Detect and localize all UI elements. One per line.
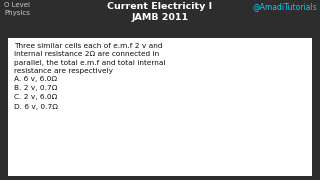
Text: D. 6 v, 0.7Ω: D. 6 v, 0.7Ω	[14, 104, 58, 110]
Text: @AmadiTutorials: @AmadiTutorials	[252, 2, 317, 11]
Text: B. 2 v, 0.7Ω: B. 2 v, 0.7Ω	[14, 85, 57, 91]
Text: Current Electricity I: Current Electricity I	[108, 2, 212, 11]
Text: C. 2 v, 6.0Ω: C. 2 v, 6.0Ω	[14, 94, 57, 100]
FancyBboxPatch shape	[8, 38, 312, 176]
Text: Three similar cells each of e.m.f 2 v and
internal resistance 2Ω are connected i: Three similar cells each of e.m.f 2 v an…	[14, 43, 166, 74]
Text: A. 6 v, 6.0Ω: A. 6 v, 6.0Ω	[14, 76, 57, 82]
Text: O Level
Physics: O Level Physics	[4, 2, 30, 16]
Text: JAMB 2011: JAMB 2011	[132, 13, 188, 22]
